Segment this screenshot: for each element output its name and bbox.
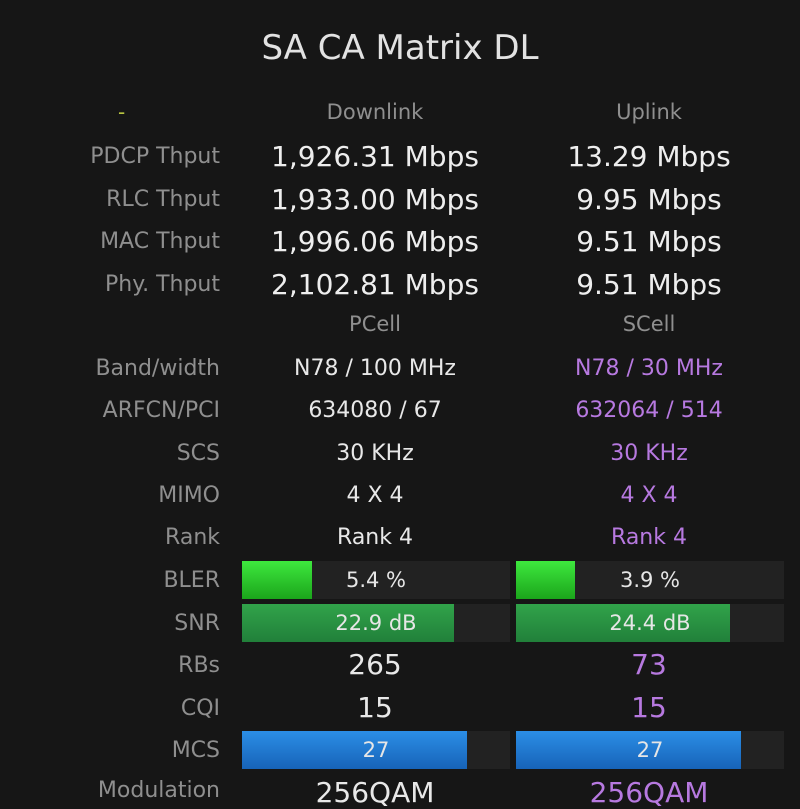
rlc-uplink: 9.95 Mbps xyxy=(576,183,722,216)
mcs-label: MCS xyxy=(171,738,220,763)
mcs-scell-value: 27 xyxy=(636,738,664,762)
mimo-label: MIMO xyxy=(158,483,220,508)
bler-scell-fill xyxy=(516,561,575,599)
mac-uplink: 9.51 Mbps xyxy=(576,225,722,258)
scell-header: SCell xyxy=(622,312,676,336)
snr-scell-bar: 24.4 dB xyxy=(516,604,784,642)
uplink-header: Uplink xyxy=(616,100,682,124)
pdcp-downlink: 1,926.31 Mbps xyxy=(271,140,479,173)
bler-pcell-bar: 5.4 % xyxy=(242,561,510,599)
rlc-downlink: 1,933.00 Mbps xyxy=(271,183,479,216)
phy-downlink: 2,102.81 Mbps xyxy=(271,268,479,301)
downlink-header: Downlink xyxy=(326,100,424,124)
arfcn-pcell: 634080 / 67 xyxy=(308,398,442,423)
rbs-scell: 73 xyxy=(631,648,667,681)
bler-pcell-value: 5.4 % xyxy=(345,568,407,592)
snr-label: SNR xyxy=(174,611,220,636)
mcs-scell-fill xyxy=(516,731,742,769)
mac-label: MAC Thput xyxy=(100,229,220,254)
cqi-label: CQI xyxy=(180,696,220,721)
bler-scell-bar: 3.9 % xyxy=(516,561,784,599)
scs-pcell: 30 KHz xyxy=(336,441,414,466)
rbs-label: RBs xyxy=(178,653,220,678)
pdcp-uplink: 13.29 Mbps xyxy=(567,140,731,173)
bler-label: BLER xyxy=(163,568,220,593)
scs-scell: 30 KHz xyxy=(610,441,688,466)
band-pcell: N78 / 100 MHz xyxy=(294,356,456,381)
arfcn-scell: 632064 / 514 xyxy=(575,398,723,423)
rlc-label: RLC Thput xyxy=(106,187,220,212)
bler-scell-value: 3.9 % xyxy=(619,568,681,592)
rbs-pcell: 265 xyxy=(348,648,402,681)
bler-pcell-fill xyxy=(242,561,312,599)
mcs-pcell-bar: 27 xyxy=(242,731,510,769)
mimo-pcell: 4 X 4 xyxy=(346,483,404,508)
modulation-scell: 256QAM xyxy=(589,776,709,809)
rank-label: Rank xyxy=(165,525,220,550)
mimo-scell: 4 X 4 xyxy=(620,483,678,508)
corner-dash: - xyxy=(118,100,126,124)
mac-downlink: 1,996.06 Mbps xyxy=(271,225,479,258)
snr-pcell-bar: 22.9 dB xyxy=(242,604,510,642)
rank-pcell: Rank 4 xyxy=(337,525,413,550)
snr-pcell-fill xyxy=(242,604,454,642)
page-title: SA CA Matrix DL xyxy=(261,28,539,68)
pcell-header: PCell xyxy=(349,312,401,336)
arfcn-label: ARFCN/PCI xyxy=(102,398,220,423)
band-label: Band/width xyxy=(95,356,220,381)
cqi-pcell: 15 xyxy=(357,691,393,724)
phy-label: Phy. Thput xyxy=(105,272,220,297)
modulation-label: Modulation xyxy=(97,778,220,803)
mcs-pcell-fill xyxy=(242,731,468,769)
rank-scell: Rank 4 xyxy=(611,525,687,550)
phy-uplink: 9.51 Mbps xyxy=(576,268,722,301)
pdcp-label: PDCP Thput xyxy=(90,144,220,169)
snr-scell-value: 24.4 dB xyxy=(609,611,691,635)
cqi-scell: 15 xyxy=(631,691,667,724)
mcs-scell-bar: 27 xyxy=(516,731,784,769)
band-scell: N78 / 30 MHz xyxy=(575,356,723,381)
scs-label: SCS xyxy=(176,441,220,466)
mcs-pcell-value: 27 xyxy=(362,738,390,762)
modulation-pcell: 256QAM xyxy=(315,776,435,809)
snr-pcell-value: 22.9 dB xyxy=(335,611,417,635)
snr-scell-fill xyxy=(516,604,731,642)
